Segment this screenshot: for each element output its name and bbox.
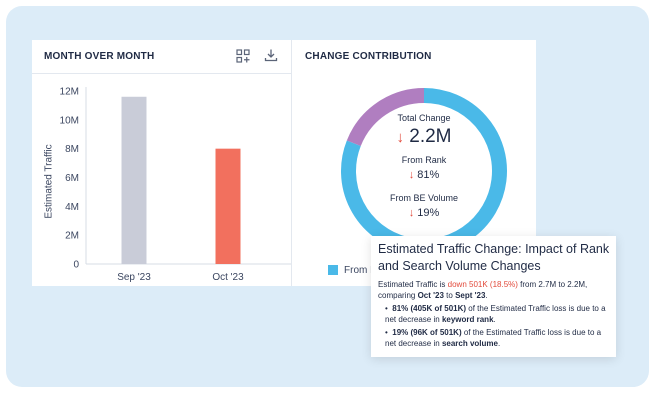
month-over-month-title: MONTH OVER MONTH — [44, 51, 155, 62]
summary-month: Sept '23 — [455, 291, 486, 300]
summary-month: Oct '23 — [417, 291, 444, 300]
y-tick-label: 12M — [60, 87, 79, 98]
y-tick-label: 10M — [60, 115, 79, 126]
tooltip-summary: Estimated Traffic is down 501K (18.5%) f… — [378, 279, 614, 301]
add-widget-icon[interactable] — [236, 49, 250, 63]
y-tick-label: 0 — [73, 260, 79, 271]
x-tick-label: Oct '23 — [212, 272, 244, 283]
tooltip-title: Estimated Traffic Change: Impact of Rank… — [378, 242, 610, 273]
summary-text: . — [485, 291, 488, 300]
tooltip-bullet-volume: • 19% (96K of 501K) of the Estimated Tra… — [385, 328, 602, 348]
total-change-value: 2.2M — [409, 126, 452, 147]
total-change-value-row: ↓ 2.2M — [384, 126, 464, 148]
bar-1[interactable] — [215, 148, 241, 264]
down-arrow-icon: ↓ — [408, 207, 415, 219]
legend-swatch-rank — [328, 265, 338, 275]
download-icon[interactable] — [264, 48, 278, 62]
y-tick-label: 4M — [65, 202, 79, 213]
panel-divider — [291, 40, 292, 286]
y-tick-label: 6M — [65, 173, 79, 184]
bullet-strong: 19% (96K of 501K) — [392, 328, 462, 337]
total-change-label: Total Change — [397, 113, 451, 123]
tooltip-card: Estimated Traffic Change: Impact of Rank… — [371, 236, 616, 357]
summary-text: to — [443, 291, 456, 300]
from-rank-value-row: ↓ 81% — [384, 169, 464, 181]
from-volume-label: From BE Volume — [389, 193, 459, 203]
y-tick-label: 2M — [65, 231, 79, 242]
donut-slice-from-rank[interactable] — [341, 88, 507, 254]
y-tick-label: 8M — [65, 144, 79, 155]
y-axis-label: Estimated Traffic — [43, 144, 55, 219]
bullet-strong: search volume — [441, 339, 498, 348]
bullet-text: of the Estimated Traffic loss is due to … — [385, 328, 602, 348]
bullet-strong: 81% (405K of 501K) — [392, 304, 467, 313]
down-arrow-icon: ↓ — [408, 169, 415, 181]
summary-text: from 2.7M to 2.2M, comparing — [378, 280, 588, 300]
bullet-text: . — [497, 339, 501, 348]
month-over-month-chart: 0 2M 4M 6M 8M 10M 12M Sep '23 Oct '23 — [60, 87, 291, 283]
bullet-text: of the Estimated Traffic loss is due to … — [385, 304, 606, 324]
down-arrow-icon: ↓ — [396, 129, 404, 146]
change-contribution-donut — [341, 88, 507, 254]
from-rank-label: From Rank — [401, 155, 447, 165]
legend-label-rank[interactable]: From R — [344, 265, 378, 276]
donut-slice-from-be-volume[interactable] — [346, 88, 425, 147]
bullet-strong: keyword rank — [441, 315, 494, 324]
from-volume-value-row: ↓ 19% — [384, 207, 464, 219]
tooltip-bullet-rank: • 81% (405K of 501K) of the Estimated Tr… — [385, 304, 606, 324]
from-volume-value: 19% — [417, 207, 440, 219]
summary-text: Estimated Traffic is — [378, 280, 448, 289]
from-rank-value: 81% — [417, 169, 440, 181]
change-contribution-title: CHANGE CONTRIBUTION — [305, 51, 432, 62]
bar-0[interactable] — [121, 96, 147, 264]
header-divider — [32, 73, 291, 74]
x-tick-label: Sep '23 — [117, 272, 151, 283]
bullet-text: . — [493, 315, 496, 324]
summary-down-text: down 501K (18.5%) — [447, 280, 518, 289]
